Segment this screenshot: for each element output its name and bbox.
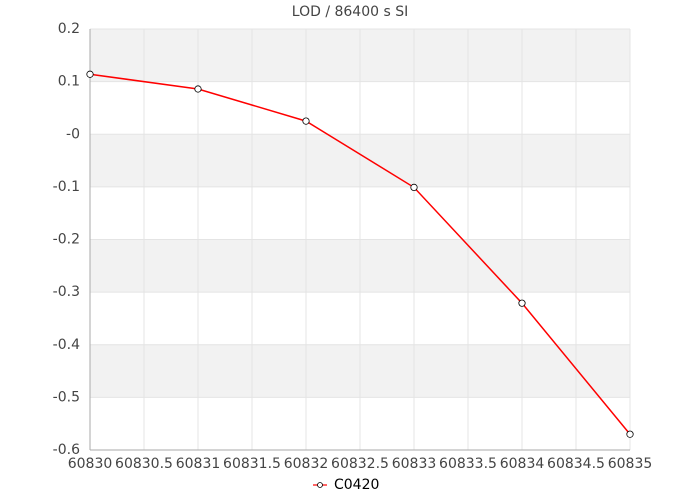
x-tick-label: 60831.5 (223, 456, 281, 472)
x-tick-label: 60830.5 (115, 456, 173, 472)
series-line (89, 73, 631, 435)
x-tick-label: 60831 (176, 456, 221, 472)
legend-marker (317, 482, 323, 488)
y-tick-label: -0.3 (53, 284, 80, 300)
y-tick-label: -0.4 (53, 337, 80, 353)
x-tick-label: 60832.5 (331, 456, 389, 472)
legend-item: C0420 (313, 477, 379, 493)
x-tick-label: 60833 (392, 456, 437, 472)
y-tick-label: -0 (66, 126, 80, 142)
data-point (302, 117, 310, 125)
x-tick-label: 60830 (68, 456, 113, 472)
x-tick-label: 60833.5 (439, 456, 497, 472)
data-point (194, 85, 202, 93)
y-tick-label: 0.2 (58, 21, 80, 37)
chart-title: LOD / 86400 s SI (292, 4, 408, 20)
x-tick-label: 60832 (284, 456, 329, 472)
data-point (410, 183, 418, 192)
y-tick-label: -0.6 (53, 442, 80, 458)
data-point (518, 299, 526, 307)
y-tick-label: -0.2 (53, 232, 80, 248)
x-tick-label: 60834.5 (547, 456, 605, 472)
y-tick-label: 0.1 (58, 74, 80, 90)
data-point (86, 70, 94, 78)
y-tick-label: -0.1 (53, 179, 80, 195)
plot-background (89, 28, 631, 451)
y-tick-label: -0.5 (53, 389, 80, 405)
x-tick-label: 60835 (608, 456, 653, 472)
legend-label: C0420 (334, 477, 379, 493)
x-tick-label: 60834 (500, 456, 545, 472)
data-point (626, 430, 634, 438)
